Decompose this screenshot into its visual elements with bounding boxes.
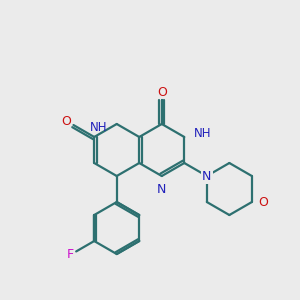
- Text: N: N: [157, 183, 167, 196]
- Text: O: O: [259, 196, 269, 208]
- Text: NH: NH: [194, 127, 211, 140]
- Text: N: N: [202, 169, 212, 182]
- Text: NH: NH: [89, 122, 107, 134]
- Text: O: O: [157, 86, 167, 99]
- Text: O: O: [62, 115, 72, 128]
- Text: F: F: [67, 248, 74, 261]
